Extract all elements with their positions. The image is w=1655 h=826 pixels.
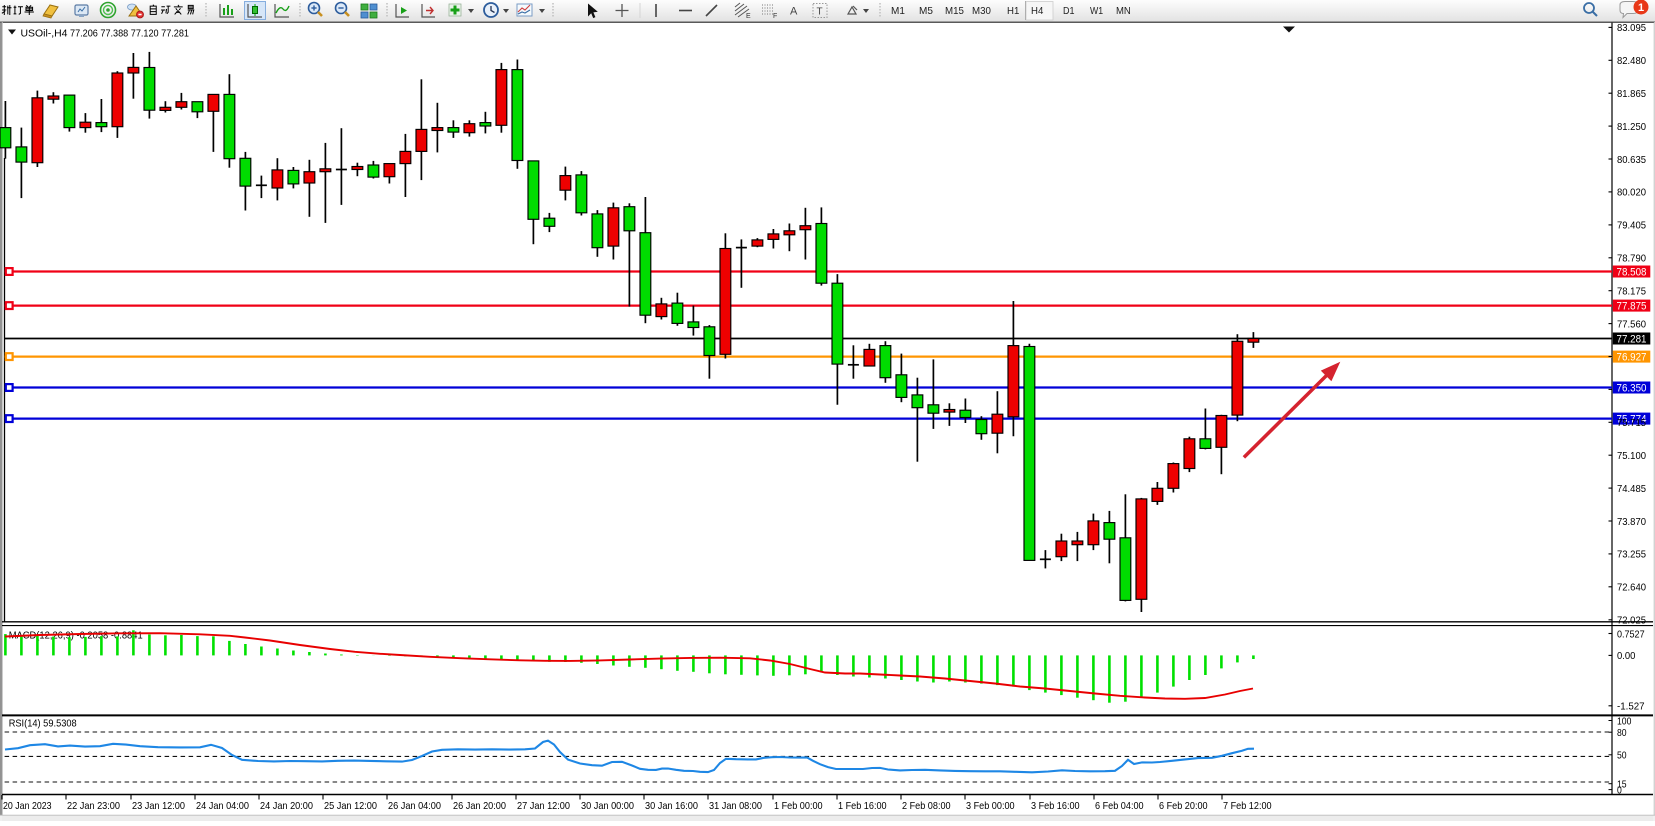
svg-text:73.870: 73.870 bbox=[1617, 516, 1646, 528]
svg-text:80.020: 80.020 bbox=[1617, 187, 1646, 199]
svg-text:0: 0 bbox=[1617, 784, 1622, 796]
svg-text:26 Jan 04:00: 26 Jan 04:00 bbox=[388, 800, 441, 812]
svg-text:50: 50 bbox=[1617, 750, 1627, 762]
svg-text:M15: M15 bbox=[945, 5, 964, 17]
svg-text:H1: H1 bbox=[1007, 5, 1019, 17]
svg-text:80: 80 bbox=[1617, 727, 1627, 739]
svg-text:81.865: 81.865 bbox=[1617, 88, 1646, 100]
svg-text:27 Jan 12:00: 27 Jan 12:00 bbox=[517, 800, 570, 812]
svg-text:23 Jan 12:00: 23 Jan 12:00 bbox=[132, 800, 185, 812]
svg-text:76.927: 76.927 bbox=[1617, 352, 1647, 364]
svg-text:72.640: 72.640 bbox=[1617, 582, 1646, 594]
svg-text:D1: D1 bbox=[1063, 5, 1075, 17]
svg-text:73.255: 73.255 bbox=[1617, 549, 1646, 561]
svg-text:E: E bbox=[746, 13, 751, 20]
svg-text:25 Jan 12:00: 25 Jan 12:00 bbox=[324, 800, 377, 812]
svg-text:22 Jan 23:00: 22 Jan 23:00 bbox=[67, 800, 120, 812]
svg-text:1: 1 bbox=[1638, 2, 1644, 14]
svg-text:A: A bbox=[790, 6, 798, 18]
svg-text:H4: H4 bbox=[1031, 5, 1043, 17]
svg-text:77.560: 77.560 bbox=[1617, 318, 1646, 330]
svg-text:79.405: 79.405 bbox=[1617, 220, 1646, 232]
svg-text:6 Feb 04:00: 6 Feb 04:00 bbox=[1095, 800, 1144, 812]
svg-text:78.790: 78.790 bbox=[1617, 253, 1646, 265]
svg-text:77.281: 77.281 bbox=[1617, 334, 1647, 346]
svg-text:3 Feb 00:00: 3 Feb 00:00 bbox=[966, 800, 1015, 812]
svg-text:82.480: 82.480 bbox=[1617, 55, 1646, 67]
svg-text:77.206 77.388 77.120 77.281: 77.206 77.388 77.120 77.281 bbox=[70, 28, 189, 40]
svg-text:78.175: 78.175 bbox=[1617, 286, 1646, 298]
svg-text:72.025: 72.025 bbox=[1617, 615, 1646, 627]
svg-text:M1: M1 bbox=[891, 5, 905, 17]
svg-text:6 Feb 20:00: 6 Feb 20:00 bbox=[1159, 800, 1208, 812]
svg-text:-1.527: -1.527 bbox=[1617, 701, 1645, 713]
svg-text:80.635: 80.635 bbox=[1617, 154, 1646, 166]
svg-text:83.095: 83.095 bbox=[1617, 22, 1646, 34]
svg-text:7 Feb 12:00: 7 Feb 12:00 bbox=[1223, 800, 1272, 812]
svg-text:30 Jan 16:00: 30 Jan 16:00 bbox=[645, 800, 698, 812]
svg-text:USOil-,H4: USOil-,H4 bbox=[21, 28, 68, 40]
svg-text:24 Jan 20:00: 24 Jan 20:00 bbox=[260, 800, 313, 812]
svg-text:0.00: 0.00 bbox=[1617, 650, 1636, 662]
svg-text:31 Jan 08:00: 31 Jan 08:00 bbox=[709, 800, 762, 812]
svg-text:3 Feb 16:00: 3 Feb 16:00 bbox=[1031, 800, 1080, 812]
svg-text:30 Jan 00:00: 30 Jan 00:00 bbox=[581, 800, 634, 812]
svg-text:75.100: 75.100 bbox=[1617, 450, 1646, 462]
svg-text:MACD(12,26,9) -0.2058 -0.8841: MACD(12,26,9) -0.2058 -0.8841 bbox=[9, 630, 143, 642]
svg-text:100: 100 bbox=[1617, 715, 1632, 727]
svg-text:2 Feb 08:00: 2 Feb 08:00 bbox=[902, 800, 951, 812]
svg-text:1 Feb 16:00: 1 Feb 16:00 bbox=[838, 800, 887, 812]
svg-text:1 Feb 00:00: 1 Feb 00:00 bbox=[774, 800, 823, 812]
svg-text:MN: MN bbox=[1116, 5, 1131, 17]
svg-text:75.774: 75.774 bbox=[1617, 414, 1647, 426]
svg-text:M5: M5 bbox=[919, 5, 933, 17]
svg-text:T: T bbox=[817, 7, 823, 18]
svg-text:74.485: 74.485 bbox=[1617, 483, 1646, 495]
svg-text:0.7527: 0.7527 bbox=[1617, 628, 1645, 640]
svg-text:77.875: 77.875 bbox=[1617, 301, 1647, 313]
svg-text:75.715: 75.715 bbox=[1617, 417, 1646, 429]
svg-text:20 Jan 2023: 20 Jan 2023 bbox=[3, 800, 52, 812]
svg-text:78.508: 78.508 bbox=[1617, 267, 1647, 279]
svg-text:26 Jan 20:00: 26 Jan 20:00 bbox=[453, 800, 506, 812]
svg-text:M30: M30 bbox=[972, 5, 991, 17]
svg-text:81.250: 81.250 bbox=[1617, 121, 1646, 133]
svg-text:24 Jan 04:00: 24 Jan 04:00 bbox=[196, 800, 249, 812]
svg-text:RSI(14) 59.5308: RSI(14) 59.5308 bbox=[9, 718, 77, 730]
svg-text:76.350: 76.350 bbox=[1617, 383, 1647, 395]
svg-text:F: F bbox=[773, 13, 777, 20]
svg-text:W1: W1 bbox=[1090, 5, 1103, 17]
svg-text:15: 15 bbox=[1617, 779, 1627, 791]
